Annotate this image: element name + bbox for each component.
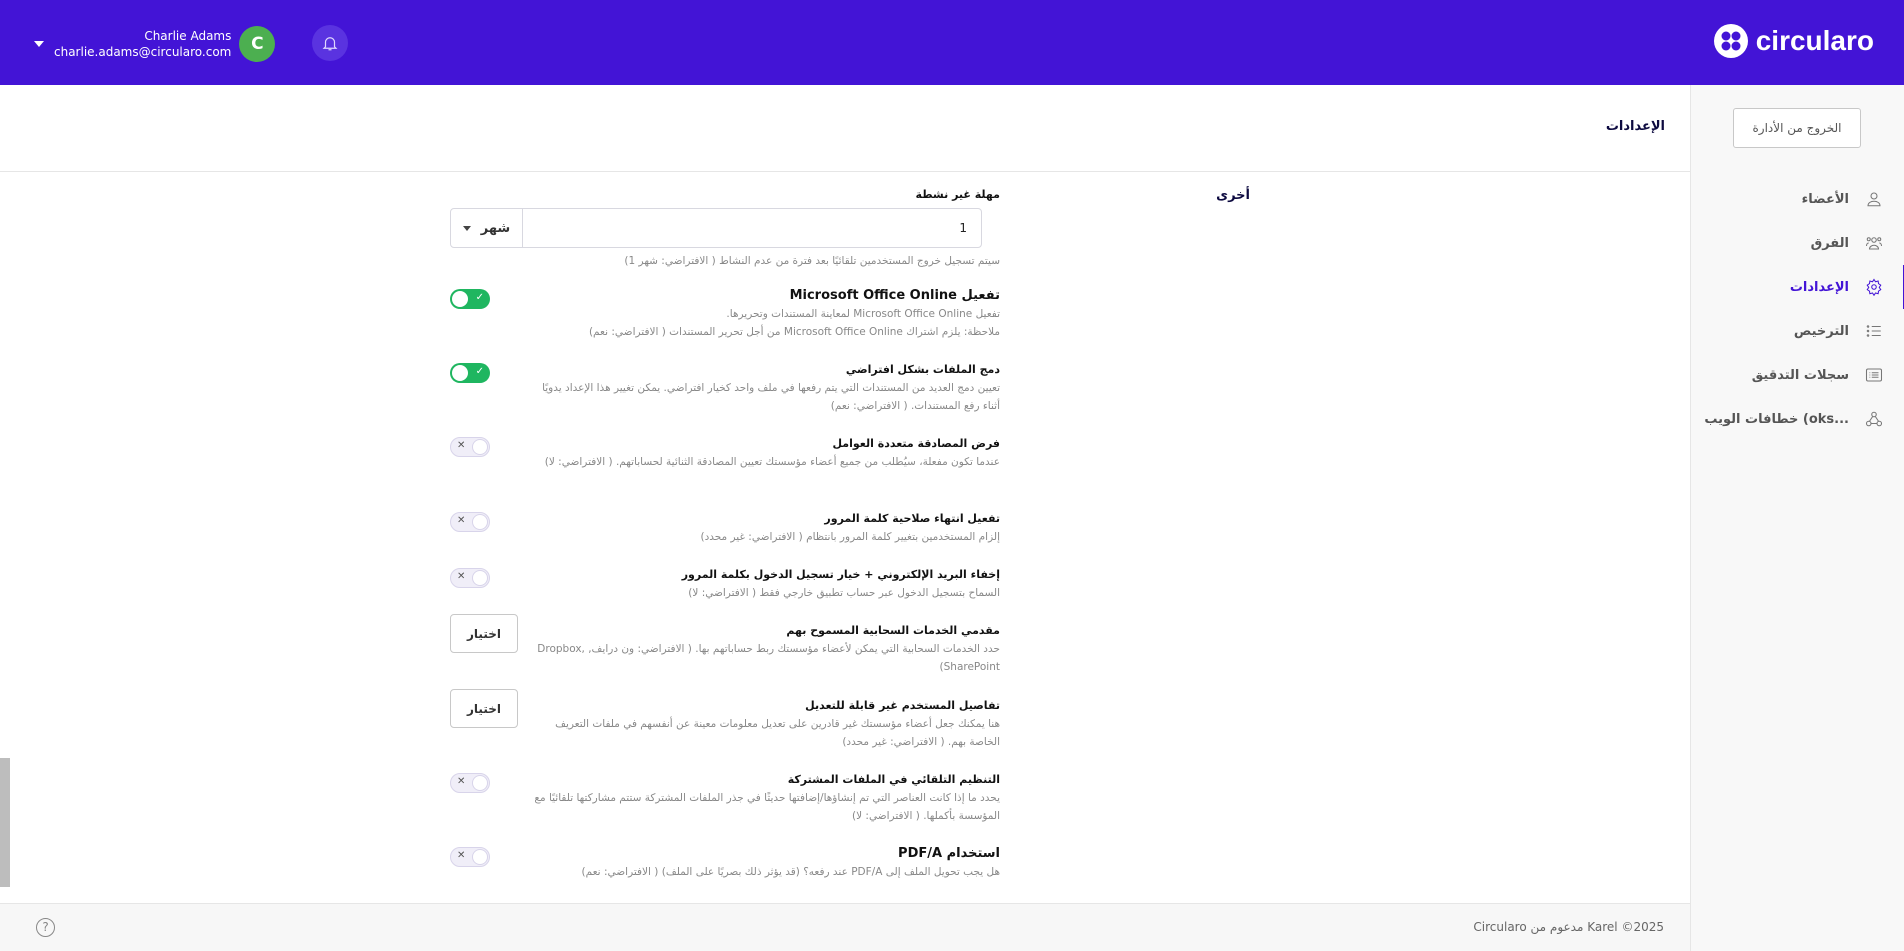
setting-toggle[interactable]: ✕ [450,847,490,867]
sidebar-item-label: سجلات التدقيق [1751,367,1849,383]
setting-description: هل يجب تحويل الملف إلى PDF/A عند رفعه؟ (… [581,866,1000,878]
setting-item: التنظيم التلقائي في الملفات المشتركة يحدد… [450,771,1000,825]
setting-toggle[interactable]: ✕ [450,512,490,532]
page-title: الإعدادات [1605,119,1665,134]
setting-hint: سيتم تسجيل خروج المستخدمين تلقائيًا بعد … [624,255,1000,267]
sidebar-nav: الأعضاء الفرق الإعدادات الترخيص سجلات التدقي… [1691,177,1904,441]
list-icon [1866,325,1881,337]
setting-note: ملاحظة: يلزم اشتراك Microsoft Office Onl… [588,326,1000,338]
unit-value: شهر [480,220,511,236]
toggle-knob [472,570,488,586]
inactivity-input-group: شهر 1 [450,208,982,248]
sidebar-item-label: خطافات الويب (oks... [1704,411,1849,427]
toggle-knob [472,849,488,865]
page-header: الإعدادات [0,85,1690,172]
user-icon [1867,192,1881,207]
log-icon [1865,368,1883,382]
bell-icon [322,37,338,51]
webhook-icon [1865,411,1883,427]
setting-label: مقدمي الخدمات السحابية المسموح بهم [786,624,1000,637]
toggle-knob [452,291,468,307]
setting-label: التنظيم التلقائي في الملفات المشتركة [787,773,1000,786]
setting-label: دمج الملفات بشكل افتراضي [845,363,1000,376]
x-icon: ✕ [457,440,466,451]
user-email: charlie.adams@circularo.com [54,45,232,59]
setting-inactivity-timeout: مهلة غير نشطة شهر 1 سيتم تسجيل خروج المس… [450,186,1000,270]
setting-toggle[interactable]: ✕ [450,773,490,793]
caret-down-icon[interactable] [34,41,44,47]
setting-label: استخدام PDF/A [898,846,1000,861]
exit-admin-button[interactable]: الخروج من الأدارة [1733,108,1861,148]
setting-label: فرض المصادقة متعددة العوامل [832,437,1000,450]
setting-toggle[interactable]: ✕ [450,568,490,588]
setting-label: تفعيل Microsoft Office Online [789,288,1000,303]
setting-description: يحدد ما إذا كانت العناصر التي تم إنشاؤها… [534,792,1000,822]
setting-item: تفعيل انتهاء صلاحية كلمة المرور إلزام الم… [450,510,1000,546]
footer: ? Circularo مدعوم من Karel ©2025 [0,903,1690,951]
setting-item: فرض المصادقة متعددة العوامل عندما تكون مف… [450,435,1000,471]
sidebar-item-users[interactable]: الفرق [1691,221,1904,265]
setting-item: تفاصيل المستخدم غير قابلة للتعديل هنا يمك… [450,689,1000,751]
setting-toggle[interactable]: ✕ [450,437,490,457]
setting-description: السماح بتسجيل الدخول عبر حساب تطبيق خارج… [688,587,1000,599]
sidebar-item-label: الترخيص [1793,323,1849,339]
brand-logo[interactable]: circularo [1713,24,1874,58]
user-name: Charlie Adams [144,29,232,43]
sidebar: الخروج من الأدارة الأعضاء الفرق الإعدادات ا… [1690,85,1904,951]
setting-item: مقدمي الخدمات السحابية المسموح بهم حدد ال… [450,614,1000,676]
setting-description: عندما تكون مفعلة، سيُطلب من جميع أعضاء م… [544,456,1000,468]
toggle-knob [472,514,488,530]
x-icon: ✕ [457,571,466,582]
gear-icon [1866,278,1882,296]
setting-toggle[interactable]: ✓ [450,289,490,309]
inactivity-value-input[interactable]: 1 [959,221,967,235]
toggle-knob [452,365,468,381]
help-icon[interactable]: ? [36,918,55,937]
sidebar-item-label: الإعدادات [1789,279,1849,295]
setting-label: تفاصيل المستخدم غير قابلة للتعديل [805,699,1000,712]
top-bar: Charlie Adams charlie.adams@circularo.co… [0,0,1904,85]
setting-description: تعيين دمج العديد من المستندات التي يتم ر… [542,382,1000,412]
setting-description: حدد الخدمات السحابية التي يمكن لأعضاء مؤ… [537,643,1000,673]
unit-select[interactable]: شهر [451,209,523,247]
notifications-button[interactable] [312,25,348,61]
setting-item: استخدام PDF/A هل يجب تحويل الملف إلى PDF/… [450,845,1000,881]
sidebar-item-log[interactable]: سجلات التدقيق [1691,353,1904,397]
copyright: Circularo مدعوم من Karel ©2025 [1473,920,1664,934]
setting-item: إخفاء البريد الإلكتروني + خيار تسجيل الد… [450,566,1000,602]
setting-description: هنا يمكنك جعل أعضاء مؤسستك غير قادرين عل… [555,718,1000,748]
x-icon: ✕ [457,515,466,526]
check-icon: ✓ [475,292,484,303]
x-icon: ✕ [457,776,466,787]
choose-button[interactable]: اختيار [450,689,518,728]
users-icon [1865,237,1883,250]
sidebar-item-user[interactable]: الأعضاء [1691,177,1904,221]
sidebar-item-label: الفرق [1810,235,1849,251]
sidebar-item-webhook[interactable]: خطافات الويب (oks... [1691,397,1904,441]
avatar[interactable]: C [239,26,276,62]
logo-mark-icon [1713,24,1748,58]
setting-label: مهلة غير نشطة [915,188,1000,201]
toggle-knob [472,439,488,455]
choose-button[interactable]: اختيار [450,614,518,653]
setting-label: إخفاء البريد الإلكتروني + خيار تسجيل الد… [681,568,1000,581]
setting-label: تفعيل انتهاء صلاحية كلمة المرور [824,512,1000,525]
setting-toggle[interactable]: ✓ [450,363,490,383]
scrollbar[interactable] [0,758,10,887]
setting-description: إلزام المستخدمين بتغيير كلمة المرور بانت… [700,531,1000,543]
setting-description: تفعيل Microsoft Office Online لمعاينة ال… [726,308,1000,320]
sidebar-item-gear[interactable]: الإعدادات [1691,265,1904,309]
toggle-knob [472,775,488,791]
settings-list: مهلة غير نشطة شهر 1 سيتم تسجيل خروج المس… [450,180,1000,902]
sidebar-item-list[interactable]: الترخيص [1691,309,1904,353]
brand-name: circularo [1755,25,1874,56]
x-icon: ✕ [457,850,466,861]
caret-down-icon [462,225,471,231]
user-menu[interactable]: Charlie Adams charlie.adams@circularo.co… [34,26,276,62]
section-title: أخرى [1216,188,1250,203]
check-icon: ✓ [475,366,484,377]
setting-item: تفعيل Microsoft Office Online تفعيل Micro… [450,287,1000,341]
sidebar-item-label: الأعضاء [1801,191,1849,207]
setting-item: دمج الملفات بشكل افتراضي تعيين دمج العديد… [450,361,1000,415]
